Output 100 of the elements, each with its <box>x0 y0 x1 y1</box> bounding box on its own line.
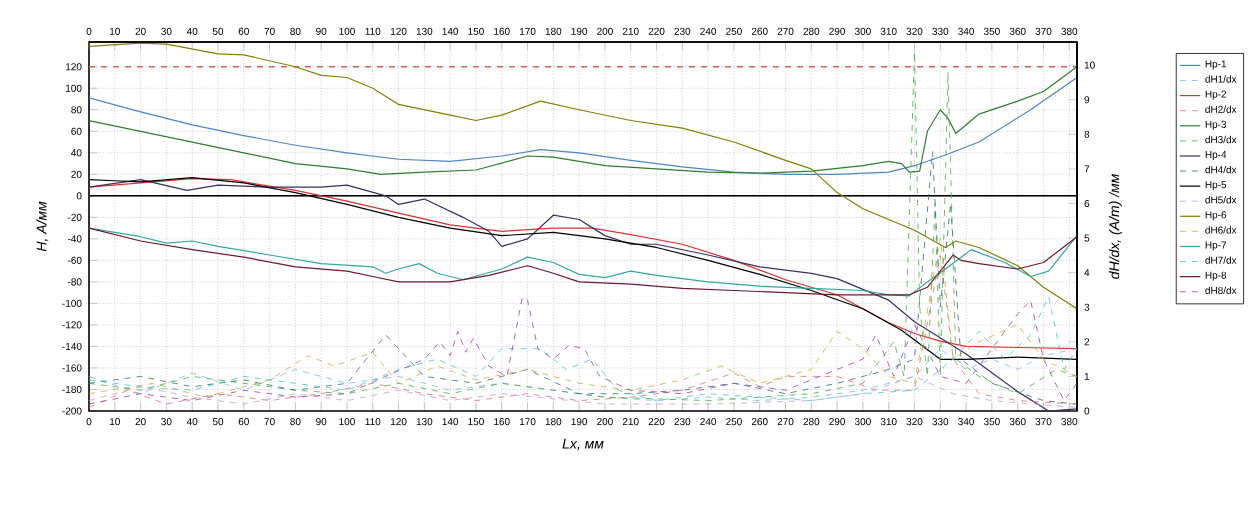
y-tick-label: -80 <box>67 278 82 286</box>
x2-tick-label: 110 <box>365 27 381 35</box>
y2-tick-label: 7 <box>1084 165 1090 173</box>
x2-tick-label: 370 <box>1035 27 1052 35</box>
x2-tick-label: 310 <box>880 27 897 35</box>
x-tick-label: 280 <box>803 418 820 426</box>
y-tick-label: -20 <box>67 213 82 221</box>
y-tick-label: -180 <box>62 385 82 394</box>
y2-tick-label: 4 <box>1084 269 1090 277</box>
x-tick-label: 260 <box>751 418 768 426</box>
y-tick-label: -100 <box>62 299 82 307</box>
x2-tick-label: 210 <box>622 27 639 35</box>
y-tick-label: -60 <box>67 256 82 264</box>
y-tick-label: 100 <box>66 84 82 92</box>
legend-label: dH2/dx <box>1205 105 1237 113</box>
line-series <box>89 348 1078 402</box>
x-tick-label: 340 <box>958 418 975 426</box>
x2-tick-label: 150 <box>468 27 484 35</box>
x2-tick-label: 230 <box>674 27 691 35</box>
x-tick-label: 290 <box>829 418 846 426</box>
x2-tick-label: 350 <box>983 27 1000 35</box>
x2-tick-label: 140 <box>442 27 459 35</box>
x-tick-label: 120 <box>390 418 407 426</box>
legend-label: dH4/dx <box>1205 165 1237 174</box>
x-tick-label: 10 <box>110 418 120 426</box>
x2-tick-label: 20 <box>135 27 146 35</box>
legend-label: Hp-7 <box>1205 241 1227 251</box>
x-tick-label: 140 <box>442 418 459 426</box>
x-tick-label: 270 <box>777 418 794 426</box>
legend-label: dH3/dx <box>1205 135 1237 144</box>
legend-label: Hp-5 <box>1205 181 1227 191</box>
y-tick-label: 80 <box>71 106 82 114</box>
x-tick-label: 180 <box>545 418 562 426</box>
x-tick-label: 240 <box>700 418 717 426</box>
x-tick-label: 380 <box>1061 418 1078 426</box>
x2-tick-label: 40 <box>186 27 198 35</box>
y-tick-label: 120 <box>66 63 82 71</box>
x-tick-label: 80 <box>290 418 301 426</box>
y2-tick-label: 3 <box>1084 303 1090 311</box>
x2-tick-label: 300 <box>854 27 871 35</box>
legend-label: Hp-1 <box>1205 60 1227 70</box>
x2-tick-label: 320 <box>906 27 923 35</box>
y2-tick-label: 1 <box>1084 372 1090 380</box>
legend-label: dH1/dx <box>1205 75 1237 83</box>
x-tick-label: 200 <box>597 418 613 426</box>
legend-label: Hp-2 <box>1205 90 1227 100</box>
x-tick-label: 0 <box>86 418 92 426</box>
y-tick-label: -140 <box>62 342 82 350</box>
y-tick-label: 40 <box>71 149 82 157</box>
legend-label: dH5/dx <box>1205 196 1237 204</box>
legend-label: Hp-8 <box>1205 271 1227 281</box>
x-tick-label: 20 <box>135 418 146 426</box>
y-tick-label: 20 <box>71 170 82 178</box>
legend-label: Hp-4 <box>1205 151 1227 160</box>
x2-tick-label: 340 <box>958 27 975 35</box>
x2-tick-label: 200 <box>597 27 613 35</box>
y2-tick-label: 9 <box>1084 96 1090 104</box>
y-tick-label: -40 <box>67 235 82 243</box>
x-tick-label: 300 <box>854 418 871 426</box>
legend-label: Hp-6 <box>1205 211 1227 221</box>
x-tick-label: 130 <box>416 418 433 426</box>
x2-tick-label: 190 <box>571 27 588 35</box>
x2-tick-label: 30 <box>161 27 172 35</box>
y-tick-label: -120 <box>62 321 82 329</box>
x-tick-label: 100 <box>339 418 355 426</box>
x2-tick-label: 380 <box>1061 27 1078 35</box>
y-tick-label: 0 <box>76 192 82 200</box>
y2-axis-title: dH/dx, (A/m) /мм <box>1108 174 1122 279</box>
y2-tick-label: 5 <box>1084 234 1090 242</box>
x-axis-title: Lx, мм <box>562 438 604 451</box>
y-tick-label: -200 <box>62 407 82 415</box>
x-tick-label: 60 <box>238 418 249 426</box>
y2-tick-label: 6 <box>1084 199 1090 208</box>
legend-label: Hp-3 <box>1205 120 1227 130</box>
x-tick-label: 320 <box>906 418 923 426</box>
x2-tick-label: 220 <box>648 27 665 35</box>
line-series <box>89 254 1078 408</box>
x-tick-label: 30 <box>161 418 172 426</box>
x2-tick-label: 160 <box>494 27 510 35</box>
x2-tick-label: 0 <box>86 27 92 35</box>
line-series <box>89 237 1078 398</box>
x2-tick-label: 250 <box>726 27 742 35</box>
legend-label: dH8/dx <box>1205 286 1237 294</box>
x2-tick-label: 260 <box>751 27 768 35</box>
y2-tick-label: 2 <box>1084 338 1090 346</box>
x2-tick-label: 120 <box>390 27 407 35</box>
x-tick-label: 40 <box>186 418 198 426</box>
x2-tick-label: 60 <box>238 27 249 35</box>
x-tick-label: 90 <box>316 418 327 426</box>
x2-tick-label: 130 <box>416 27 433 35</box>
y2-tick-label: 8 <box>1084 130 1090 138</box>
x2-tick-label: 10 <box>110 27 120 35</box>
x-tick-label: 70 <box>264 418 275 426</box>
x-tick-label: 150 <box>468 418 484 426</box>
x-tick-label: 210 <box>622 418 639 426</box>
y-axis-title: H, A/мм <box>36 201 49 252</box>
x2-tick-label: 360 <box>1009 27 1026 35</box>
x-tick-label: 330 <box>932 418 949 426</box>
x2-tick-label: 240 <box>700 27 717 35</box>
x2-tick-label: 50 <box>212 27 224 35</box>
